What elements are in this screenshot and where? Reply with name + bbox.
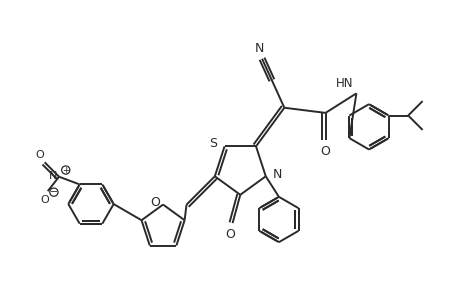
Text: O: O (35, 150, 44, 160)
Text: O: O (320, 145, 330, 158)
Text: −: − (50, 187, 58, 197)
Text: N: N (255, 43, 264, 56)
Text: O: O (41, 195, 50, 205)
Text: S: S (209, 137, 217, 150)
Text: +: + (62, 166, 69, 175)
Text: O: O (150, 196, 159, 209)
Text: HN: HN (336, 77, 353, 90)
Text: N: N (49, 171, 57, 181)
Text: N: N (272, 168, 281, 181)
Text: O: O (224, 228, 235, 241)
